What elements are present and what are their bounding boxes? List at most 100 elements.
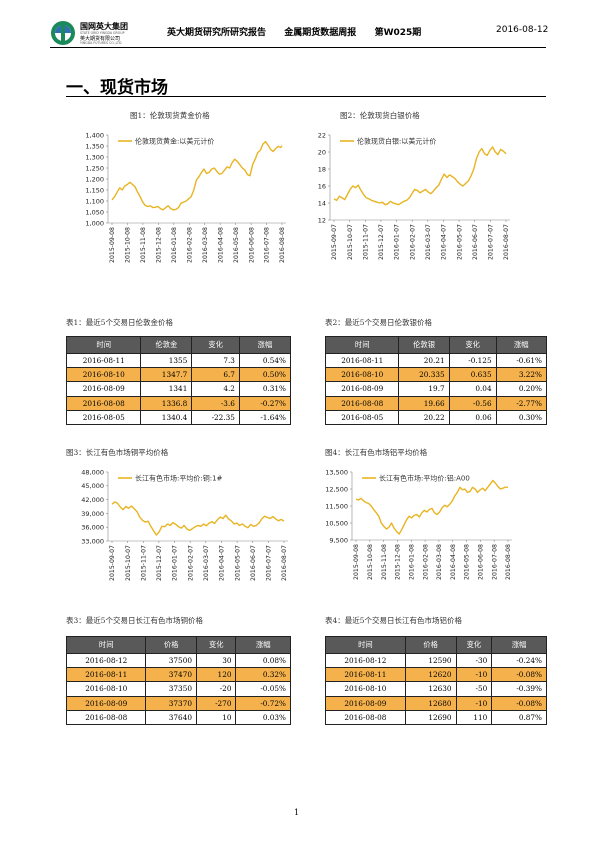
column-header: 涨幅: [238, 336, 292, 354]
table-cell: 3.22%: [495, 367, 548, 383]
table-cell: 37350: [145, 681, 197, 697]
table-cell: 37370: [145, 695, 197, 711]
logo-sub: 英大期货有限公司: [80, 36, 121, 42]
x-tick-label: 2015-09-08: [109, 227, 116, 263]
x-tick-label: 2016-05-07: [234, 545, 241, 581]
table-row: 2016-08-08 1336.8 -3.6 -0.27%: [65, 395, 292, 411]
logo-emblem-icon: [51, 21, 75, 45]
table-cell: -20: [195, 681, 237, 697]
table-caption: 表4：最近5个交易日长江有色市场铝价格: [325, 616, 463, 625]
x-tick-label: 2015-12-07: [156, 545, 163, 581]
column-header: 涨幅: [495, 336, 548, 354]
legend-label: 伦敦现货黄金:以美元计价: [135, 137, 214, 146]
report-name: 金属期货数据周报: [284, 28, 357, 38]
table-cell: -22.35: [191, 409, 240, 425]
series-line: [333, 146, 507, 206]
x-tick-label: 2016-03-08: [436, 544, 443, 580]
table-cell: 0.20%: [495, 381, 548, 397]
table-cell: 6.7: [191, 367, 240, 383]
y-tick-label: 11,500: [325, 502, 348, 510]
y-tick-label: 1,150: [85, 186, 104, 194]
table-cell: -2.77%: [495, 395, 548, 411]
y-tick-label: 14: [318, 199, 326, 207]
table-cell: -0.08%: [491, 695, 547, 711]
table-cell: -0.24%: [491, 652, 547, 669]
aluminum-price-chart: 13,500 12,500 11,500 10,500 9,500 2015-09-08 2…: [325, 468, 512, 580]
column-header: 价格: [404, 636, 457, 654]
x-tick-label: 2016-04-07: [441, 224, 448, 260]
header-divider: [50, 47, 546, 48]
table-cell: 12630: [404, 681, 457, 697]
table-cell: 30: [195, 652, 237, 669]
table-cell: -270: [195, 695, 237, 711]
table-cell: 0.50%: [238, 367, 292, 383]
x-tick-label: 2016-02-07: [409, 224, 416, 260]
table-cell: 0.03%: [235, 709, 291, 725]
x-tick-label: 2015-12-07: [378, 224, 385, 260]
table-cell: 0.54%: [238, 352, 292, 369]
copper-price-chart: 48,000 45,000 42,000 39,000 36,000 33,000 2015…: [81, 468, 288, 581]
y-tick-label: 10,500: [325, 519, 348, 527]
table-row: 2016-08-08 19.66 -0.56 -2.77%: [324, 395, 548, 411]
table-cell: 2016-08-11: [65, 352, 142, 369]
column-header: 时间: [65, 636, 147, 654]
x-tick-label: 2016-06-07: [250, 545, 257, 581]
x-tick-label: 2016-05-08: [233, 227, 240, 263]
table-cell: -0.27%: [238, 395, 292, 411]
issue-number: 第W025期: [374, 28, 422, 38]
x-tick-label: 2015-11-07: [362, 224, 369, 260]
y-tick-label: 1,350: [85, 142, 104, 150]
x-tick-label: 2016-06-07: [472, 224, 479, 260]
series-line: [111, 140, 283, 211]
table-cell: -3.6: [191, 395, 240, 411]
table-header-row: 时间 价格 变化 涨幅: [325, 636, 547, 654]
table-header-row: 时间 伦敦金 变化 涨幅: [65, 336, 292, 354]
y-tick-label: 42,000: [81, 496, 104, 504]
table-cell: 2016-08-09: [325, 695, 406, 711]
table-cell: 2016-08-08: [324, 395, 400, 411]
silver-price-chart: 22 20 18 16 14 12 2015-09-07 2015-10-07 2015-11-…: [318, 131, 510, 260]
x-tick-label: 2016-04-08: [450, 544, 457, 580]
y-tick-label: 22: [318, 131, 326, 139]
table-cell: -30: [455, 652, 493, 669]
y-tick-label: 18: [318, 165, 326, 173]
report-date: 2016-08-12: [496, 25, 549, 35]
legend: 伦敦现货黄金:以美元计价: [118, 137, 214, 146]
table-cell: 2016-08-10: [65, 681, 147, 697]
table-cell: 2016-08-08: [65, 395, 142, 411]
y-tick-label: 1,200: [85, 175, 104, 183]
table-cell: 0.04: [448, 381, 497, 397]
x-tick-label: 2015-10-07: [347, 224, 354, 260]
table-cell: 0.06: [448, 409, 497, 425]
y-tick-label: 20: [318, 148, 326, 156]
table-cell: 2016-08-10: [65, 367, 142, 383]
table-caption: 表3：最近5个交易日长江有色市场铜价格: [66, 616, 204, 625]
y-tick-label: 1,050: [85, 208, 104, 216]
x-tick-label: 2016-03-08: [202, 227, 209, 263]
x-tick-label: 2015-09-08: [353, 544, 360, 580]
table-cell: 1347.7: [140, 367, 193, 383]
table-cell: -50: [455, 681, 493, 697]
table-cell: 7.3: [191, 352, 240, 369]
table-cell: 2016-08-11: [325, 667, 406, 683]
x-tick-label: 2016-02-08: [186, 227, 193, 263]
column-header: 时间: [65, 336, 142, 354]
table-row: 2016-08-11 20.21 -0.125 -0.61%: [324, 352, 548, 369]
x-tick-label: 2015-09-07: [109, 545, 116, 581]
table-row: 2016-08-12 37500 30 0.08%: [65, 652, 291, 669]
table-row: 2016-08-11 37470 120 0.32%: [65, 667, 291, 683]
x-tick-label: 2016-01-08: [171, 227, 178, 263]
table-cell: 19.66: [398, 395, 450, 411]
figure-caption: 图3：长江有色市场铜平均价格: [66, 448, 169, 457]
x-tick-label: 2015-11-08: [140, 227, 147, 263]
x-tick-label: 2016-08-07: [281, 545, 288, 581]
table-caption: 表1：最近5个交易日伦敦金价格: [66, 318, 174, 327]
table-cell: 2016-08-10: [325, 681, 406, 697]
table-row: 2016-08-08 37640 10 0.03%: [65, 709, 291, 725]
logo-name: 国网英大集团: [80, 22, 128, 31]
column-header: 涨幅: [491, 636, 547, 654]
table-cell: 20.335: [398, 367, 450, 383]
y-tick-label: 1,300: [85, 153, 104, 161]
table-cell: 2016-08-09: [65, 695, 147, 711]
section-divider: [66, 96, 546, 97]
